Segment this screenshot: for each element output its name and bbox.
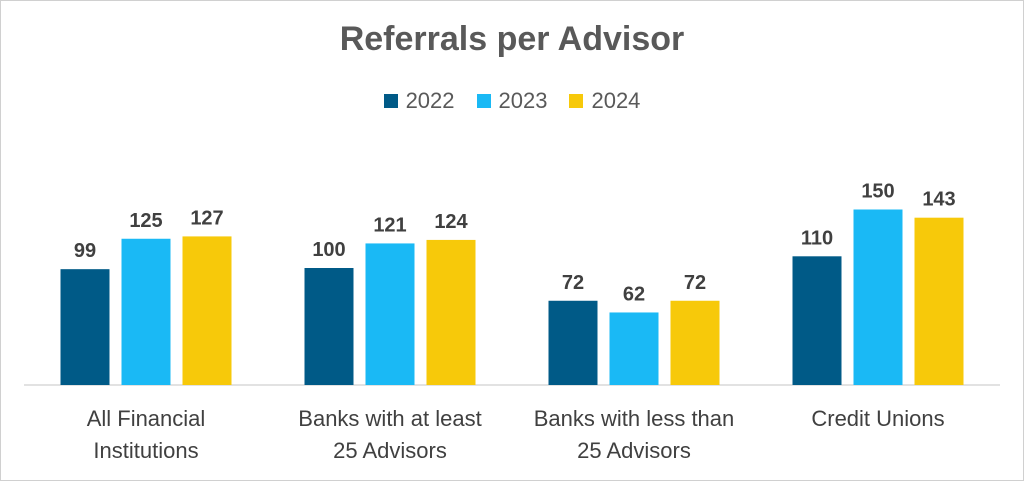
legend-item-2022: 2022 [383, 88, 455, 114]
bar-2022-1 [304, 268, 354, 385]
legend-item-2024: 2024 [569, 88, 640, 114]
data-label-2022-0: 99 [74, 240, 96, 262]
chart-title: Referrals per Advisor [339, 20, 685, 58]
data-label-2023-3: 150 [861, 181, 894, 203]
data-label-2023-0: 125 [129, 210, 162, 232]
bar-2023-2 [609, 312, 659, 385]
bar-2022-2 [548, 300, 598, 385]
category-label-3-line-0: Credit Unions [811, 406, 944, 431]
legend-label-2023: 2023 [498, 88, 548, 113]
category-label-1-line-0: Banks with at least [298, 406, 481, 431]
data-label-2024-2: 72 [684, 272, 706, 294]
bar-2024-1 [426, 239, 476, 385]
data-label-2024-0: 127 [190, 207, 223, 229]
data-label-2022-3: 110 [801, 227, 833, 249]
chart-legend: 2022 2023 2024 [0, 88, 1024, 114]
legend-label-2024: 2024 [591, 88, 641, 113]
data-label-2023-2: 62 [623, 283, 645, 305]
bar-2023-0 [121, 238, 171, 385]
category-label-0-line-1: Institutions [93, 438, 198, 463]
legend-swatch-2022 [383, 94, 398, 108]
bar-2023-1 [365, 243, 415, 385]
bar-2023-3 [853, 209, 903, 385]
data-label-2022-2: 72 [562, 272, 584, 294]
bar-2024-2 [670, 300, 720, 385]
legend-item-2023: 2023 [476, 88, 548, 114]
data-label-2023-1: 121 [373, 214, 406, 236]
bar-2024-3 [914, 217, 964, 385]
bar-2022-0 [60, 269, 110, 385]
data-label-2024-3: 143 [922, 189, 955, 211]
category-label-0-line-0: All Financial [87, 406, 206, 431]
category-label-2-line-1: 25 Advisors [577, 438, 691, 463]
category-label-1-line-1: 25 Advisors [333, 438, 447, 463]
legend-swatch-2024 [569, 94, 584, 108]
data-label-2024-1: 124 [434, 211, 468, 233]
bar-2022-3 [792, 256, 842, 385]
bar-2024-0 [182, 236, 232, 385]
category-label-2-line-0: Banks with less than [534, 406, 735, 431]
legend-label-2022: 2022 [405, 88, 455, 113]
data-label-2022-1: 100 [312, 239, 345, 261]
legend-swatch-2023 [476, 94, 491, 108]
